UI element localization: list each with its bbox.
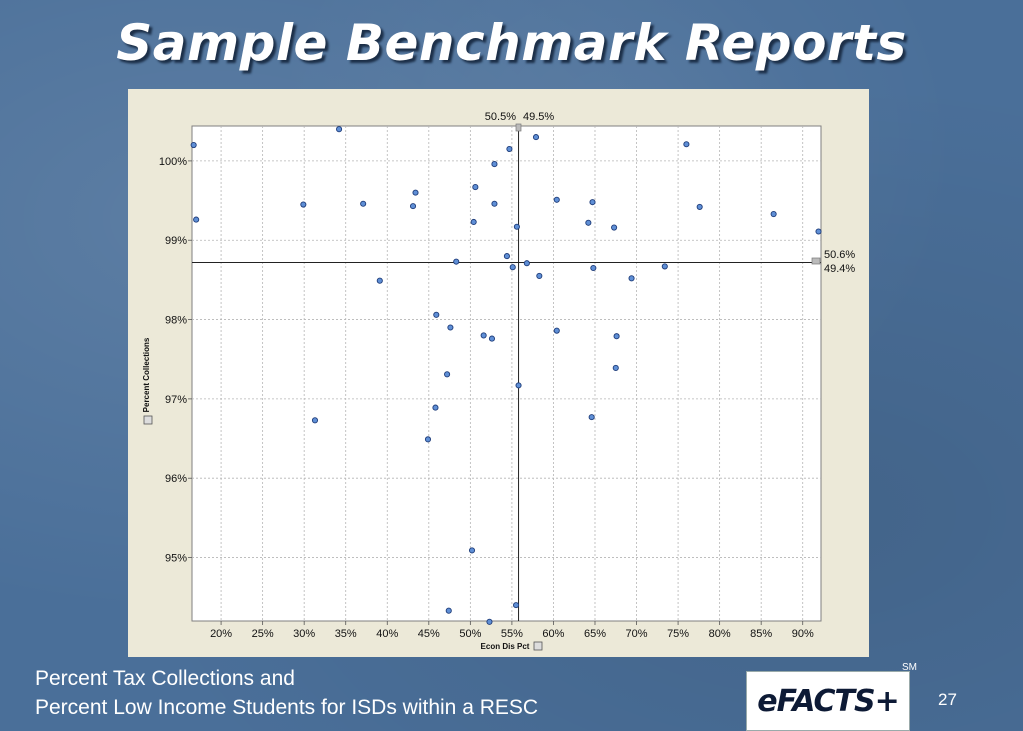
data-point[interactable]	[488, 335, 496, 342]
data-point[interactable]	[815, 228, 822, 235]
data-point[interactable]	[445, 607, 452, 614]
data-point[interactable]	[513, 223, 520, 230]
caption-line-2: Percent Low Income Students for ISDs wit…	[35, 696, 539, 719]
tick-labels: 20% 25% 30% 35% 40% 45% 50% 55% 60% 65% 70% 75% 80% 8…	[159, 156, 814, 640]
data-point[interactable]	[613, 333, 620, 340]
y-tick-label: 96%	[165, 473, 187, 485]
data-point[interactable]	[491, 200, 498, 207]
data-point[interactable]	[472, 184, 479, 191]
data-point[interactable]	[509, 264, 516, 271]
data-point[interactable]	[486, 618, 493, 625]
data-points	[190, 126, 822, 625]
ref-label-right-bottom: 49.4%	[824, 263, 855, 275]
page-number: 27	[938, 690, 957, 709]
y-tick-label: 95%	[165, 553, 187, 565]
x-tick-label: 75%	[667, 628, 689, 640]
y-axis-menu-icon[interactable]	[143, 415, 153, 425]
data-point[interactable]	[628, 275, 635, 282]
x-axis-title: Econ Dis Pct	[481, 642, 530, 651]
data-point[interactable]	[661, 263, 668, 270]
x-tick-label: 90%	[792, 628, 814, 640]
x-tick-label: 60%	[542, 628, 564, 640]
slide-title: Sample Benchmark Reports	[116, 14, 907, 72]
slide-caption: Percent Tax Collections and Percent Low …	[35, 664, 538, 722]
data-point[interactable]	[432, 404, 439, 411]
caption-line-1: Percent Tax Collections and	[35, 667, 295, 690]
data-point[interactable]	[453, 258, 460, 265]
x-tick-label: 55%	[501, 628, 523, 640]
x-tick-label: 30%	[293, 628, 315, 640]
data-point[interactable]	[336, 126, 343, 133]
x-tick-label: 40%	[376, 628, 398, 640]
data-point[interactable]	[468, 547, 476, 554]
y-tick-label: 97%	[165, 394, 187, 406]
reference-lines	[192, 126, 821, 621]
x-tick-label: 70%	[626, 628, 648, 640]
data-point[interactable]	[360, 200, 367, 207]
y-tick-label: 100%	[159, 156, 187, 168]
data-point[interactable]	[590, 264, 597, 272]
logo-text: eFACTS+	[757, 683, 899, 719]
ref-label-right-top: 50.6%	[824, 249, 855, 261]
data-point[interactable]	[536, 272, 543, 279]
data-point[interactable]	[523, 260, 530, 267]
efacts-logo: eFACTS+	[746, 671, 910, 731]
x-tick-label: 35%	[335, 628, 357, 640]
data-point[interactable]	[433, 311, 440, 318]
x-tick-label: 25%	[252, 628, 274, 640]
data-point[interactable]	[193, 216, 200, 223]
ref-handle-top[interactable]	[515, 123, 522, 132]
ref-label-top-right: 49.5%	[523, 111, 554, 123]
y-axis-title: Percent Collections	[142, 337, 151, 412]
data-point[interactable]	[300, 201, 307, 208]
y-tick-label: 99%	[165, 235, 187, 247]
data-point[interactable]	[480, 332, 487, 339]
data-point[interactable]	[424, 436, 432, 443]
x-tick-label: 85%	[750, 628, 772, 640]
data-point[interactable]	[532, 134, 540, 141]
ref-label-top-left: 50.5%	[485, 111, 516, 123]
data-point[interactable]	[696, 203, 703, 210]
ref-handle-right[interactable]	[811, 257, 821, 265]
data-point[interactable]	[506, 145, 513, 153]
data-point[interactable]	[447, 324, 454, 331]
data-point[interactable]	[770, 211, 777, 218]
data-point[interactable]	[311, 417, 319, 424]
plot-area	[191, 125, 822, 622]
x-tick-label: 50%	[459, 628, 481, 640]
data-point[interactable]	[589, 199, 596, 206]
data-point[interactable]	[513, 602, 520, 609]
data-point[interactable]	[470, 218, 477, 226]
data-point[interactable]	[409, 203, 417, 210]
x-axis-menu-icon[interactable]	[533, 641, 543, 651]
data-point[interactable]	[585, 219, 592, 226]
data-point[interactable]	[588, 414, 595, 421]
data-point[interactable]	[190, 141, 197, 149]
y-tick-label: 98%	[165, 315, 187, 327]
logo-service-mark: SM	[902, 662, 917, 673]
data-point[interactable]	[612, 364, 619, 371]
x-tick-label: 45%	[418, 628, 440, 640]
data-point[interactable]	[491, 161, 498, 168]
data-point[interactable]	[515, 382, 522, 389]
x-tick-label: 20%	[210, 628, 232, 640]
data-point[interactable]	[683, 141, 690, 148]
data-point[interactable]	[553, 327, 560, 334]
data-point[interactable]	[376, 277, 383, 284]
data-point[interactable]	[611, 224, 618, 231]
data-point[interactable]	[553, 196, 560, 203]
grid-lines	[188, 126, 821, 625]
data-point[interactable]	[503, 253, 510, 260]
data-point[interactable]	[444, 371, 451, 378]
x-tick-label: 65%	[584, 628, 606, 640]
x-tick-label: 80%	[709, 628, 731, 640]
data-point[interactable]	[412, 189, 419, 196]
chart-panel: 20% 25% 30% 35% 40% 45% 50% 55% 60% 65% 70% 75% 80% 8…	[128, 89, 869, 657]
scatter-chart: 20% 25% 30% 35% 40% 45% 50% 55% 60% 65% 70% 75% 80% 8…	[142, 111, 855, 651]
